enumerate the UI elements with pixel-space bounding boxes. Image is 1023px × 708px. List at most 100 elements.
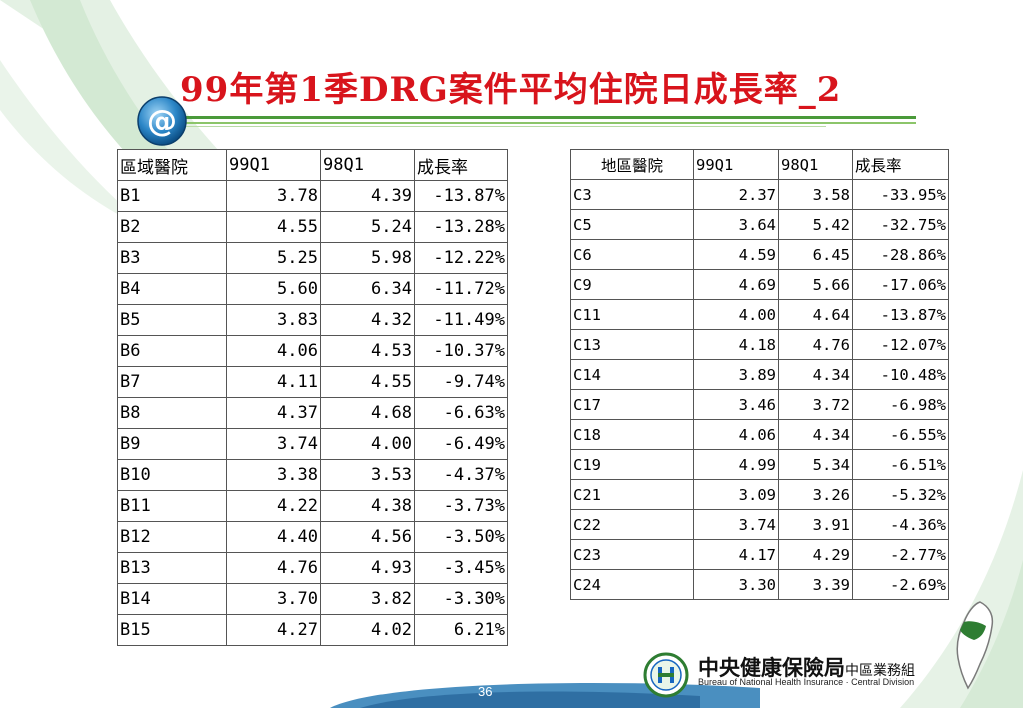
table-row: C3 2.37 3.58 -33.95% (570, 179, 949, 210)
growth-rate-cell: -6.55% (852, 419, 949, 450)
value-cell: 5.42 (778, 209, 853, 240)
table-row: C22 3.74 3.91 -4.36% (570, 509, 949, 540)
value-cell: 4.39 (320, 180, 415, 212)
table-row: C14 3.89 4.34 -10.48% (570, 359, 949, 390)
table-row: C18 4.06 4.34 -6.55% (570, 419, 949, 450)
hospital-code-cell: B14 (117, 583, 227, 615)
growth-rate-cell: -13.28% (414, 211, 508, 243)
table-row: B3 5.25 5.98 -12.22% (117, 242, 508, 274)
growth-rate-cell: -12.07% (852, 329, 949, 360)
growth-rate-cell: -6.51% (852, 449, 949, 480)
value-cell: 6.45 (778, 239, 853, 270)
table-row: B5 3.83 4.32 -11.49% (117, 304, 508, 336)
organization-name-english: Bureau of National Health Insurance · Ce… (698, 677, 915, 687)
value-cell: 4.93 (320, 552, 415, 584)
hospital-code-cell: B6 (117, 335, 227, 367)
table-row: B8 4.37 4.68 -6.63% (117, 397, 508, 429)
growth-rate-cell: -33.95% (852, 179, 949, 210)
hospital-code-cell: B11 (117, 490, 227, 522)
table-row: C23 4.17 4.29 -2.77% (570, 539, 949, 570)
value-cell: 3.58 (778, 179, 853, 210)
growth-rate-cell: -2.69% (852, 569, 949, 600)
value-cell: 4.37 (226, 397, 321, 429)
value-cell: 4.29 (778, 539, 853, 570)
table-row: B9 3.74 4.00 -6.49% (117, 428, 508, 460)
table-row: C6 4.59 6.45 -28.86% (570, 239, 949, 270)
value-cell: 3.53 (320, 459, 415, 491)
table-row: B14 3.70 3.82 -3.30% (117, 583, 508, 615)
svg-text:@: @ (147, 104, 177, 139)
hospital-code-cell: B10 (117, 459, 227, 491)
growth-rate-cell: -13.87% (414, 180, 508, 212)
value-cell: 4.32 (320, 304, 415, 336)
table-row: C5 3.64 5.42 -32.75% (570, 209, 949, 240)
value-cell: 3.09 (693, 479, 779, 510)
table-row: B2 4.55 5.24 -13.28% (117, 211, 508, 243)
growth-rate-cell: -5.32% (852, 479, 949, 510)
value-cell: 3.30 (693, 569, 779, 600)
hospital-code-cell: C9 (570, 269, 694, 300)
growth-rate-cell: -28.86% (852, 239, 949, 270)
growth-rate-cell: -6.63% (414, 397, 508, 429)
growth-rate-cell: -12.22% (414, 242, 508, 274)
hospital-code-cell: C3 (570, 179, 694, 210)
hospital-code-cell: B15 (117, 614, 227, 646)
value-cell: 4.55 (320, 366, 415, 398)
table-row: C17 3.46 3.72 -6.98% (570, 389, 949, 420)
table-header-row: 區域醫院 99Q1 98Q1 成長率 (117, 149, 508, 181)
table-row: B6 4.06 4.53 -10.37% (117, 335, 508, 367)
value-cell: 3.46 (693, 389, 779, 420)
table-row: B1 3.78 4.39 -13.87% (117, 180, 508, 212)
table-row: B11 4.22 4.38 -3.73% (117, 490, 508, 522)
table-header-row: 地區醫院 99Q1 98Q1 成長率 (570, 149, 949, 180)
hospital-code-cell: B2 (117, 211, 227, 243)
value-cell: 4.18 (693, 329, 779, 360)
table-row: B10 3.38 3.53 -4.37% (117, 459, 508, 491)
hospital-code-cell: B8 (117, 397, 227, 429)
table-row: C19 4.99 5.34 -6.51% (570, 449, 949, 480)
hospital-code-cell: C13 (570, 329, 694, 360)
value-cell: 3.64 (693, 209, 779, 240)
value-cell: 4.34 (778, 419, 853, 450)
growth-rate-cell: -11.72% (414, 273, 508, 305)
column-header: 99Q1 (693, 149, 779, 180)
value-cell: 5.24 (320, 211, 415, 243)
hospital-code-cell: B3 (117, 242, 227, 274)
growth-rate-cell: -4.36% (852, 509, 949, 540)
table-row: B15 4.27 4.02 6.21% (117, 614, 508, 646)
column-header: 98Q1 (778, 149, 853, 180)
at-sign-icon: @ (137, 96, 187, 146)
growth-rate-cell: -10.37% (414, 335, 508, 367)
value-cell: 4.34 (778, 359, 853, 390)
hospital-code-cell: C6 (570, 239, 694, 270)
value-cell: 4.00 (320, 428, 415, 460)
value-cell: 4.56 (320, 521, 415, 553)
table-row: B12 4.40 4.56 -3.50% (117, 521, 508, 553)
column-header: 地區醫院 (570, 149, 694, 180)
value-cell: 3.89 (693, 359, 779, 390)
growth-rate-cell: -13.87% (852, 299, 949, 330)
district-hospital-table: 地區醫院 99Q1 98Q1 成長率 C3 2.37 3.58 -33.95% C5 3.64 5.… (570, 149, 949, 600)
hospital-code-cell: C21 (570, 479, 694, 510)
growth-rate-cell: 6.21% (414, 614, 508, 646)
value-cell: 3.38 (226, 459, 321, 491)
value-cell: 3.78 (226, 180, 321, 212)
hospital-code-cell: C11 (570, 299, 694, 330)
growth-rate-cell: -3.50% (414, 521, 508, 553)
table-row: C13 4.18 4.76 -12.07% (570, 329, 949, 360)
title-rule (186, 116, 916, 119)
hospital-code-cell: B13 (117, 552, 227, 584)
value-cell: 5.25 (226, 242, 321, 274)
growth-rate-cell: -4.37% (414, 459, 508, 491)
hospital-code-cell: B4 (117, 273, 227, 305)
table-row: B13 4.76 4.93 -3.45% (117, 552, 508, 584)
table-row: C21 3.09 3.26 -5.32% (570, 479, 949, 510)
column-header: 區域醫院 (117, 149, 227, 181)
value-cell: 4.00 (693, 299, 779, 330)
value-cell: 3.82 (320, 583, 415, 615)
regional-hospital-table: 區域醫院 99Q1 98Q1 成長率 B1 3.78 4.39 -13.87% B2 4.55 5.… (117, 149, 508, 646)
value-cell: 5.66 (778, 269, 853, 300)
value-cell: 4.69 (693, 269, 779, 300)
growth-rate-cell: -3.73% (414, 490, 508, 522)
title-rule (186, 126, 826, 127)
